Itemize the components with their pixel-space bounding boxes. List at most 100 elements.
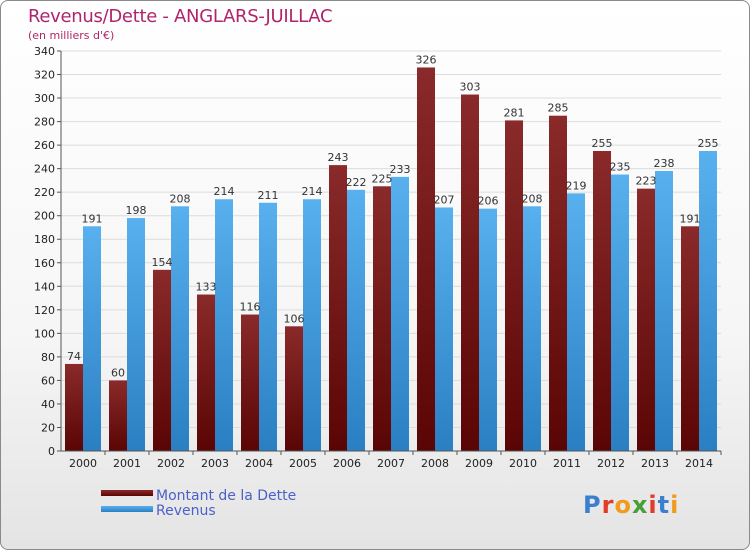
x-tick-label: 2009 (465, 457, 493, 470)
x-tick-label: 2013 (641, 457, 669, 470)
y-tick-label: 140 (34, 280, 55, 293)
data-label-revenus: 207 (434, 193, 455, 206)
x-tick-label: 2003 (201, 457, 229, 470)
bar-revenus (435, 207, 453, 451)
data-label-revenus: 238 (654, 157, 675, 170)
data-label-revenus: 208 (170, 192, 191, 205)
bar-revenus (303, 199, 321, 451)
data-label-dette: 281 (504, 106, 525, 119)
y-tick-label: 320 (34, 69, 55, 82)
y-tick-label: 40 (41, 398, 55, 411)
x-tick-label: 2008 (421, 457, 449, 470)
data-labels: 74 191 60 198 154 208 133 214 116 211 106 214 243 222… (67, 53, 719, 379)
data-label-dette: 225 (372, 172, 393, 185)
data-label-dette: 116 (240, 301, 261, 314)
data-label-dette: 154 (152, 256, 173, 269)
y-tick-label: 200 (34, 210, 55, 223)
logo-letter: i (648, 491, 658, 519)
data-label-dette: 223 (636, 175, 657, 188)
data-label-dette: 191 (680, 212, 701, 225)
legend-swatch-dette (101, 490, 153, 496)
bar-dette (461, 94, 479, 451)
data-label-revenus: 219 (566, 179, 587, 192)
x-tick-label: 2005 (289, 457, 317, 470)
x-tick-label: 2001 (113, 457, 141, 470)
data-label-revenus: 255 (698, 137, 719, 150)
bar-dette (681, 226, 699, 451)
x-tick-label: 2007 (377, 457, 405, 470)
bar-revenus (259, 202, 277, 451)
bar-dette (593, 151, 611, 451)
logo-letter: i (670, 491, 680, 519)
data-label-dette: 303 (460, 81, 481, 94)
y-tick-label: 0 (48, 445, 55, 458)
bar-dette (241, 314, 259, 451)
y-tick-label: 100 (34, 327, 55, 340)
chart-subtitle: (en milliers d'€) (28, 29, 115, 42)
y-tick-label: 260 (34, 139, 55, 152)
bar-dette (65, 363, 83, 451)
chart-title: Revenus/Dette - ANGLARS-JUILLAC (28, 6, 333, 27)
x-tick-label: 2004 (245, 457, 273, 470)
bar-revenus (391, 176, 409, 451)
bar-revenus (479, 208, 497, 451)
bar-revenus (83, 226, 101, 451)
x-tick-label: 2002 (157, 457, 185, 470)
bar-dette (417, 67, 435, 452)
data-label-revenus: 198 (126, 204, 147, 217)
y-tick-label: 60 (41, 374, 55, 387)
axes: 0 20 40 60 80 100 120 140 160 180 200 220 240 260 280 3… (34, 45, 722, 470)
data-label-revenus: 222 (346, 176, 367, 189)
bar-dette (109, 380, 127, 451)
bar-dette (549, 115, 567, 452)
logo-letter: r (601, 491, 615, 519)
data-label-revenus: 235 (610, 161, 631, 174)
legend-swatch-revenus (101, 506, 153, 512)
y-tick-label: 340 (34, 45, 55, 58)
bar-dette (197, 294, 215, 451)
legend-label-revenus: Revenus (156, 503, 216, 519)
y-tick-label: 120 (34, 304, 55, 317)
data-label-dette: 106 (284, 312, 305, 325)
bar-dette (153, 269, 171, 451)
data-label-dette: 255 (592, 137, 613, 150)
bar-revenus (655, 171, 673, 451)
data-label-dette: 74 (67, 350, 81, 363)
bar-revenus (127, 218, 145, 451)
data-label-dette: 133 (196, 281, 217, 294)
y-tick-label: 280 (34, 116, 55, 129)
x-tick-label: 2010 (509, 457, 537, 470)
bar-revenus (171, 206, 189, 451)
data-label-dette: 326 (416, 53, 437, 66)
legend: Montant de la Dette Revenus (101, 488, 296, 519)
bar-dette (285, 326, 303, 451)
data-label-revenus: 233 (390, 163, 411, 176)
bar-dette (637, 188, 655, 451)
data-label-dette: 285 (548, 102, 569, 115)
logo-letter: o (614, 491, 632, 519)
x-tick-label: 2000 (69, 457, 97, 470)
bars (65, 67, 717, 452)
x-tick-label: 2011 (553, 457, 581, 470)
legend-label-dette: Montant de la Dette (156, 488, 296, 504)
bar-revenus (215, 199, 233, 451)
logo-letter: t (657, 491, 671, 519)
logo-letter: P (583, 491, 602, 519)
bar-revenus (347, 189, 365, 451)
proxiti-logo: Proxiti (583, 491, 679, 519)
bar-dette (329, 165, 347, 451)
y-tick-label: 80 (41, 351, 55, 364)
bar-dette (373, 186, 391, 451)
data-label-revenus: 206 (478, 195, 499, 208)
bar-revenus (523, 206, 541, 451)
y-tick-label: 300 (34, 92, 55, 105)
data-label-revenus: 191 (82, 212, 103, 225)
data-label-revenus: 211 (258, 189, 279, 202)
data-label-revenus: 214 (302, 185, 323, 198)
y-tick-label: 20 (41, 421, 55, 434)
x-tick-label: 2012 (597, 457, 625, 470)
logo-letter: x (631, 491, 649, 519)
y-tick-label: 220 (34, 186, 55, 199)
